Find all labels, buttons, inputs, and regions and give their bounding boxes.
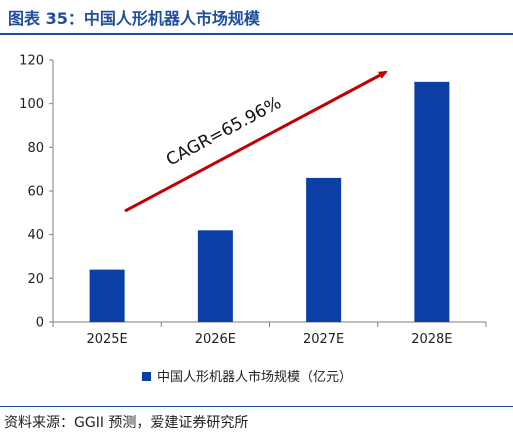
x-tick-label: 2028E [411, 332, 452, 347]
bar-2025e [89, 269, 125, 322]
source-note: 资料来源：GGII 预测，爱建证券研究所 [4, 415, 249, 431]
x-tick-label: 2025E [86, 332, 127, 347]
y-tick-label: 0 [36, 316, 44, 331]
y-tick-label: 20 [27, 272, 44, 287]
y-tick-label: 80 [27, 141, 44, 156]
y-tick-label: 120 [19, 54, 44, 69]
legend-swatch [142, 372, 151, 381]
title-divider [0, 33, 513, 35]
legend-label: 中国人形机器人市场规模（亿元） [157, 369, 352, 385]
y-tick-label: 100 [19, 97, 44, 112]
bar-2027e [306, 177, 342, 322]
figure-title: 图表 35：中国人形机器人市场规模 [8, 9, 260, 28]
bar-2028e [414, 81, 450, 322]
x-tick-label: 2027E [303, 332, 344, 347]
x-tick-label: 2026E [195, 332, 236, 347]
figure-header: 图表 35：中国人形机器人市场规模 [0, 0, 513, 35]
y-tick-label: 60 [27, 185, 44, 200]
source-divider [0, 406, 513, 407]
y-tick-label: 40 [27, 228, 44, 243]
cagr-arrow [124, 70, 388, 213]
bar-2026e [197, 230, 233, 322]
